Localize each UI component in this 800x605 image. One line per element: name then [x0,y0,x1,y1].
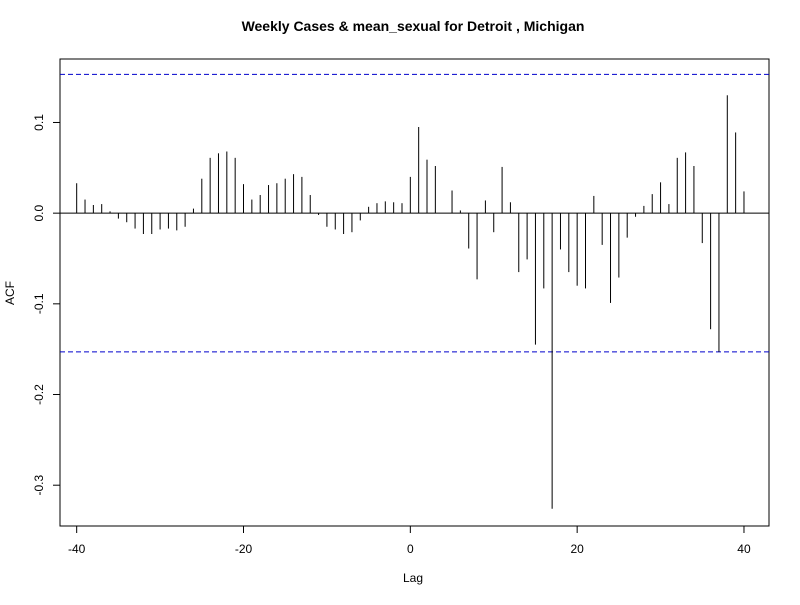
x-axis-label: Lag [403,571,423,585]
chart-title: Weekly Cases & mean_sexual for Detroit ,… [242,18,585,34]
x-tick-label: -20 [235,542,253,556]
acf-bars [76,95,745,509]
y-tick-label: 0.0 [32,204,46,221]
y-tick-label: 0.1 [32,114,46,131]
y-tick-label: -0.1 [32,293,46,314]
y-tick-label: -0.2 [32,384,46,405]
axis-ticks: -40 -20 0 20 40 -0.3 -0.2 -0.1 0.0 0.1 [32,114,751,556]
x-tick-label: 40 [737,542,751,556]
x-tick-label: -40 [68,542,86,556]
y-axis-label: ACF [3,281,17,305]
plot-frame [59,58,770,527]
y-tick-label: -0.3 [32,475,46,496]
x-tick-label: 20 [570,542,584,556]
x-tick-label: 0 [407,542,414,556]
confidence-bounds [60,73,769,353]
